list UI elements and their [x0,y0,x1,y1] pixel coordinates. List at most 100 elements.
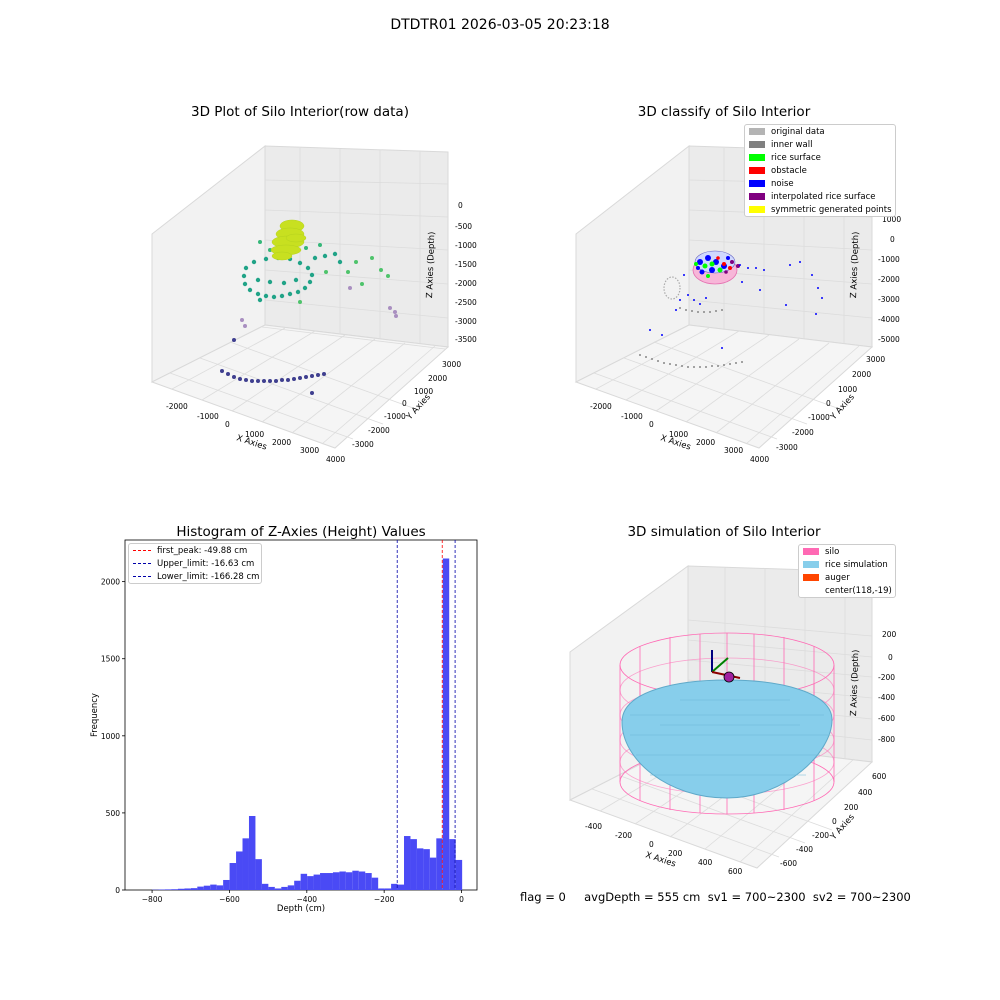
figure-title: DTDTR01 2026-03-05 20:23:18 [390,17,610,33]
svg-text:-1500: -1500 [455,260,477,269]
svg-text:2000: 2000 [272,438,291,447]
legend-entry: noise [745,177,895,190]
histogram-bar [274,888,282,890]
legend-entry: interpolated rice surface [745,190,895,203]
histogram-xtick-label: −400 [296,895,317,904]
svg-text:-2500: -2500 [455,298,477,307]
histogram-bar [378,888,385,890]
svg-text:-2000: -2000 [878,275,900,284]
histogram-bar [164,889,172,890]
histogram-bar [391,883,398,890]
histogram-bar [320,873,327,890]
svg-text:-600: -600 [878,714,895,723]
histogram-bar [410,839,417,890]
svg-text:0: 0 [888,653,893,662]
svg-text:1000: 1000 [669,430,688,439]
legend-line [133,576,151,577]
svg-text:-400: -400 [585,822,602,831]
panel2-title: 3D classify of Silo Interior [637,104,811,120]
histogram-bar [449,839,456,890]
legend-entry: obstacle [745,164,895,177]
svg-text:0: 0 [826,399,831,408]
histogram-bar [384,888,392,890]
svg-text:0: 0 [649,840,654,849]
panel4-zlabel: Z Axies (Depth) [849,649,861,716]
svg-text:3000: 3000 [724,446,743,455]
panel4-title: 3D simulation of Silo Interior [627,524,821,540]
histogram-ylabel: Frequency [90,693,100,737]
histogram-xtick-label: −200 [374,895,395,904]
legend-entry: center(118,-19) [799,584,895,597]
histogram-ytick-label: 500 [106,809,121,818]
panel1-zlabel: Z Axies (Depth) [425,231,437,298]
histogram-bar [416,848,424,890]
svg-text:-2000: -2000 [792,428,814,437]
svg-text:4000: 4000 [750,455,769,464]
svg-text:-1000: -1000 [878,255,900,264]
histogram-title: Histogram of Z-Axies (Height) Values [176,524,426,540]
histogram-bar [442,558,450,890]
histogram-bar [236,851,243,890]
svg-text:-3000: -3000 [352,440,374,449]
auger-marker [711,650,741,683]
histogram-legend: first_peak: -49.88 cm Upper_limit: -16.6… [128,543,262,584]
svg-text:0: 0 [225,420,230,429]
svg-text:-800: -800 [878,735,895,744]
histogram-bar [287,885,295,890]
svg-text:0: 0 [890,235,895,244]
svg-text:-400: -400 [878,693,895,702]
svg-text:-200: -200 [615,831,632,840]
svg-text:-2000: -2000 [368,426,390,435]
histogram-xtick-label: 0 [459,895,464,904]
legend-swatch [803,574,819,581]
histogram-bar [423,849,430,890]
svg-text:1000: 1000 [882,215,901,224]
histogram-bar [365,873,372,890]
svg-text:1000: 1000 [414,387,433,396]
panel2-ylabel: Y Axies [828,392,857,423]
legend-line [133,563,151,564]
panel1-title: 3D Plot of Silo Interior(row data) [191,104,409,120]
histogram-bar [242,838,249,890]
legend-swatch [803,548,819,555]
histogram-bar [455,859,463,890]
svg-text:600: 600 [872,772,887,781]
histogram-bar [210,884,217,890]
svg-text:0: 0 [402,399,407,408]
svg-text:-200: -200 [812,831,829,840]
rice-surface [621,679,833,799]
histogram-bar [300,873,308,890]
panel4-legend: silo rice simulation auger center(118,-1… [798,544,896,598]
histogram-bar [229,863,237,890]
svg-text:1000: 1000 [838,385,857,394]
histogram-bar [268,886,275,890]
histogram-bar [313,874,321,890]
svg-text:-600: -600 [780,859,797,868]
histogram-bar [223,879,230,890]
svg-text:600: 600 [728,867,743,876]
svg-text:-200: -200 [878,673,895,682]
svg-text:-400: -400 [796,845,813,854]
svg-text:-2000: -2000 [166,402,188,411]
histogram-ytick-label: 2000 [101,578,120,587]
histogram-bar [281,886,288,890]
svg-text:-3500: -3500 [455,335,477,344]
svg-text:200: 200 [882,630,897,639]
svg-text:3000: 3000 [866,355,885,364]
svg-text:4000: 4000 [326,455,345,464]
svg-text:-2000: -2000 [590,402,612,411]
histogram-bar [436,838,443,890]
legend-entry: inner wall [745,138,895,151]
svg-text:0: 0 [458,201,463,210]
svg-text:-1000: -1000 [197,412,219,421]
svg-text:-4000: -4000 [878,315,900,324]
svg-text:200: 200 [844,803,859,812]
svg-text:-1000: -1000 [384,412,406,421]
histogram-bar [352,870,359,890]
panel2-legend: original data inner wall rice surface ob… [744,124,896,217]
svg-text:2000: 2000 [696,438,715,447]
histogram-bar [429,857,437,890]
legend-swatch [803,587,819,594]
legend-entry: silo [799,545,895,558]
